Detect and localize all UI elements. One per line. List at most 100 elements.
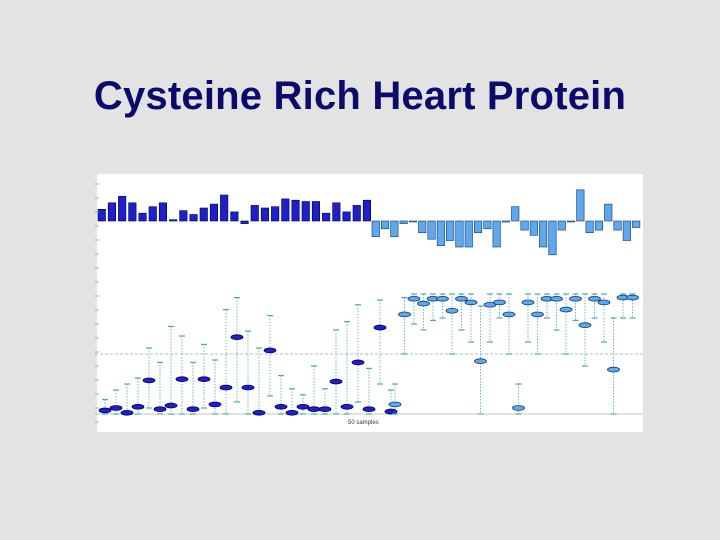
median-marker — [531, 311, 544, 318]
median-marker — [398, 311, 411, 318]
whisker-plot — [95, 293, 643, 416]
bar-a — [148, 206, 157, 222]
bar-a — [271, 206, 280, 222]
bar-b — [511, 206, 520, 222]
bar-b — [520, 220, 529, 231]
median-marker — [569, 296, 582, 302]
bar-a — [158, 202, 167, 222]
bar-b — [427, 220, 436, 240]
bar-b — [390, 220, 399, 237]
bar-a — [250, 205, 259, 222]
median-marker — [274, 404, 288, 410]
bar-b — [464, 220, 473, 248]
median-marker — [109, 405, 123, 411]
bar-b — [380, 220, 390, 230]
median-marker — [464, 299, 478, 306]
median-marker — [296, 404, 310, 410]
median-marker — [626, 294, 639, 301]
median-marker — [329, 378, 343, 385]
bar-a — [138, 212, 147, 222]
median-marker — [384, 408, 398, 415]
bar-a — [332, 202, 341, 222]
median-marker — [521, 299, 535, 306]
median-marker — [120, 410, 134, 416]
figure-axis — [95, 174, 99, 432]
median-marker — [208, 401, 222, 408]
median-marker — [351, 359, 365, 366]
bar-b — [418, 220, 427, 233]
bar-b — [371, 220, 380, 237]
bar-a — [220, 194, 229, 222]
median-marker — [362, 406, 376, 413]
bar-a — [189, 214, 198, 222]
bar-b — [455, 220, 464, 248]
bar-b — [566, 220, 576, 223]
bar-b — [399, 220, 408, 224]
bar-b — [548, 220, 557, 256]
bar-a — [362, 199, 372, 222]
bar-a — [230, 211, 239, 222]
axis-caption: 50 samples — [348, 420, 379, 426]
median-marker — [493, 299, 506, 306]
median-marker — [512, 405, 525, 411]
bar-b — [622, 220, 631, 241]
median-marker — [131, 404, 145, 410]
bar-b — [473, 220, 483, 233]
median-marker — [559, 306, 573, 313]
bar-b — [632, 220, 641, 228]
bar-a — [107, 202, 116, 222]
median-marker — [445, 308, 459, 314]
bar-b — [501, 220, 511, 223]
bar-a — [291, 199, 300, 222]
bar-a — [209, 203, 218, 222]
expression-figure: 50 samples — [95, 174, 643, 432]
bar-b — [492, 220, 501, 248]
bar-a — [169, 219, 178, 222]
median-marker — [340, 404, 354, 410]
bar-a — [179, 210, 188, 222]
median-marker — [263, 347, 277, 354]
median-marker — [607, 366, 620, 373]
bar-a — [240, 220, 249, 224]
median-marker — [153, 406, 167, 413]
bar-b — [539, 220, 548, 248]
bar-a — [118, 195, 127, 222]
median-marker — [175, 376, 189, 383]
median-marker — [550, 296, 563, 302]
expression-figure-svg: 50 samples — [95, 174, 643, 432]
bar-b — [557, 220, 566, 231]
median-marker — [307, 406, 321, 413]
bar-a — [301, 201, 310, 222]
median-marker — [142, 377, 156, 384]
median-marker — [98, 407, 112, 414]
bar-b — [483, 220, 492, 230]
median-marker — [241, 384, 255, 391]
median-marker — [285, 410, 299, 416]
bar-a — [342, 211, 351, 222]
bar-a — [281, 198, 290, 222]
bar-b — [408, 220, 418, 223]
median-marker — [588, 296, 601, 302]
bar-a — [128, 202, 137, 222]
median-marker — [407, 296, 421, 302]
bar-a — [260, 207, 269, 222]
median-marker — [417, 300, 430, 307]
slide-title: Cysteine Rich Heart Protein — [93, 74, 627, 118]
median-marker — [578, 322, 592, 329]
bar-a — [97, 208, 106, 222]
bar-b — [604, 203, 613, 222]
median-marker — [252, 410, 266, 416]
bar-b — [446, 220, 455, 241]
median-marker — [164, 402, 178, 409]
bar-a — [322, 212, 331, 222]
median-marker — [455, 296, 468, 302]
median-marker — [373, 324, 387, 331]
bar-b — [585, 220, 594, 233]
median-marker — [230, 334, 244, 341]
bar-a — [352, 205, 361, 222]
median-marker — [318, 406, 332, 413]
median-marker — [474, 358, 487, 365]
bar-a — [311, 201, 320, 222]
median-marker — [597, 299, 611, 306]
median-marker — [502, 311, 516, 318]
